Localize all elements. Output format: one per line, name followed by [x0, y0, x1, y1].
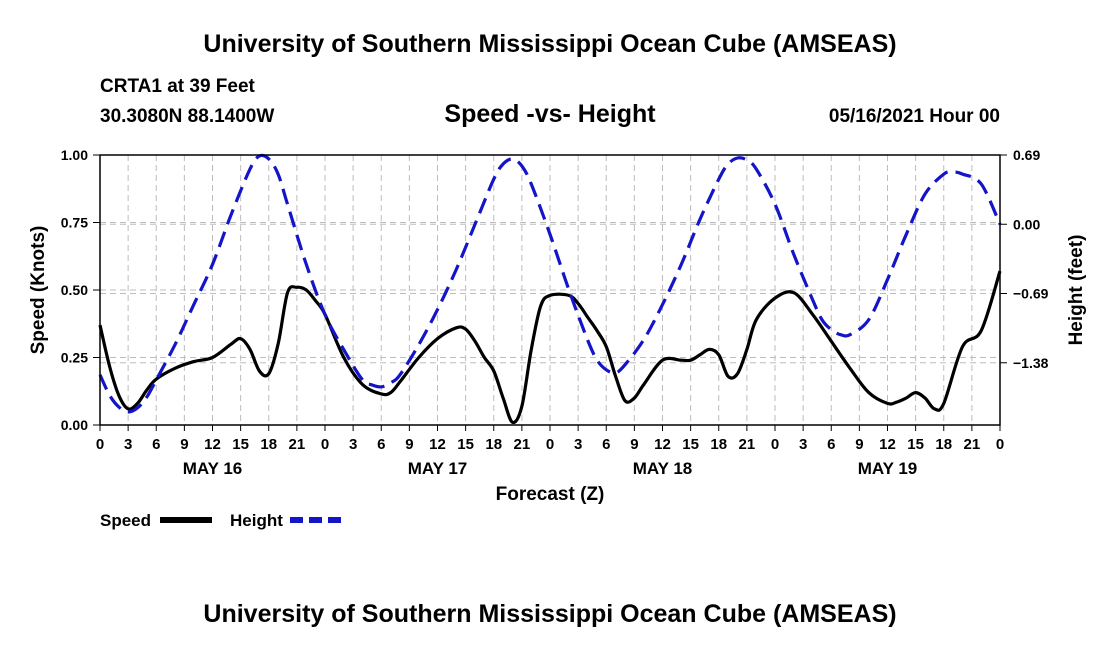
x-tick-label: 0: [771, 436, 779, 453]
x-tick-label: 18: [710, 436, 727, 453]
x-tick-label: 3: [799, 436, 807, 453]
footer-title: University of Southern Mississippi Ocean…: [203, 600, 897, 628]
x-tick-label: 21: [964, 436, 981, 453]
x-tick-label: 18: [485, 436, 502, 453]
day-label: MAY 18: [633, 459, 693, 478]
plot-title: Speed -vs- Height: [444, 100, 656, 128]
x-tick-label: 9: [855, 436, 863, 453]
x-tick-label: 12: [429, 436, 446, 453]
legend: Speed Height: [100, 511, 342, 530]
x-tick-label: 12: [204, 436, 221, 453]
page-title: University of Southern Mississippi Ocean…: [203, 30, 897, 58]
y-axis-left-label: Speed (Knots): [28, 226, 49, 355]
x-tick-label: 0: [96, 436, 104, 453]
day-label: MAY 17: [408, 459, 468, 478]
x-tick-label: 0: [321, 436, 329, 453]
x-tick-label: 3: [574, 436, 582, 453]
station-coordinates: 30.3080N 88.1400W: [100, 106, 275, 127]
x-tick-label: 6: [602, 436, 610, 453]
y-right-tick-label: −1.38: [1013, 355, 1049, 371]
x-tick-label: 15: [682, 436, 699, 453]
x-tick-label: 12: [654, 436, 671, 453]
y-left-tick-label: 0.00: [61, 417, 88, 433]
y-left-tick-label: 0.50: [61, 282, 88, 298]
x-tick-label: 15: [907, 436, 924, 453]
x-tick-label: 12: [879, 436, 896, 453]
day-label: MAY 19: [858, 459, 918, 478]
x-tick-label: 18: [260, 436, 277, 453]
y-left-tick-label: 1.00: [61, 147, 88, 163]
day-label: MAY 16: [183, 459, 243, 478]
grid-lines: [100, 154, 1000, 425]
x-tick-label: 21: [739, 436, 756, 453]
x-axis-label: Forecast (Z): [496, 484, 605, 505]
x-tick-label: 6: [377, 436, 385, 453]
x-tick-label: 18: [935, 436, 952, 453]
x-tick-label: 21: [289, 436, 306, 453]
x-tick-label: 6: [152, 436, 160, 453]
x-tick-label: 0: [546, 436, 554, 453]
y-right-tick-label: −0.69: [1013, 286, 1049, 302]
x-tick-label: 9: [405, 436, 413, 453]
axis-labels: Forecast (Z) Speed (Knots) Height (feet): [28, 226, 1087, 505]
station-label: CRTA1 at 39 Feet: [100, 76, 255, 97]
x-tick-label: 15: [457, 436, 474, 453]
x-tick-label: 21: [514, 436, 531, 453]
x-tick-label: 9: [180, 436, 188, 453]
x-tick-label: 3: [349, 436, 357, 453]
y-right-tick-label: 0.69: [1013, 147, 1040, 163]
y-axis-right-label: Height (feet): [1066, 235, 1087, 346]
y-left-tick-label: 0.75: [61, 215, 88, 231]
series-line-height: [98, 153, 1002, 414]
x-tick-label: 0: [996, 436, 1004, 453]
x-tick-label: 9: [630, 436, 638, 453]
y-left-tick-label: 0.25: [61, 350, 88, 366]
x-tick-label: 15: [232, 436, 249, 453]
series-layer: [98, 153, 1002, 425]
axis-ticks: 0 3 6 9 12 15 18 21 0 3 6 9 12 15 18 21 0 3 6 9 12 15 18 21 0 3 6 9…: [61, 147, 1049, 478]
x-tick-label: 3: [124, 436, 132, 453]
series-line-speed: [98, 270, 1002, 425]
legend-label-height: Height: [230, 511, 283, 530]
forecast-datetime: 05/16/2021 Hour 00: [828, 106, 1000, 127]
x-tick-label: 6: [827, 436, 835, 453]
legend-label-speed: Speed: [100, 511, 151, 530]
y-right-tick-label: 0.00: [1013, 216, 1040, 232]
